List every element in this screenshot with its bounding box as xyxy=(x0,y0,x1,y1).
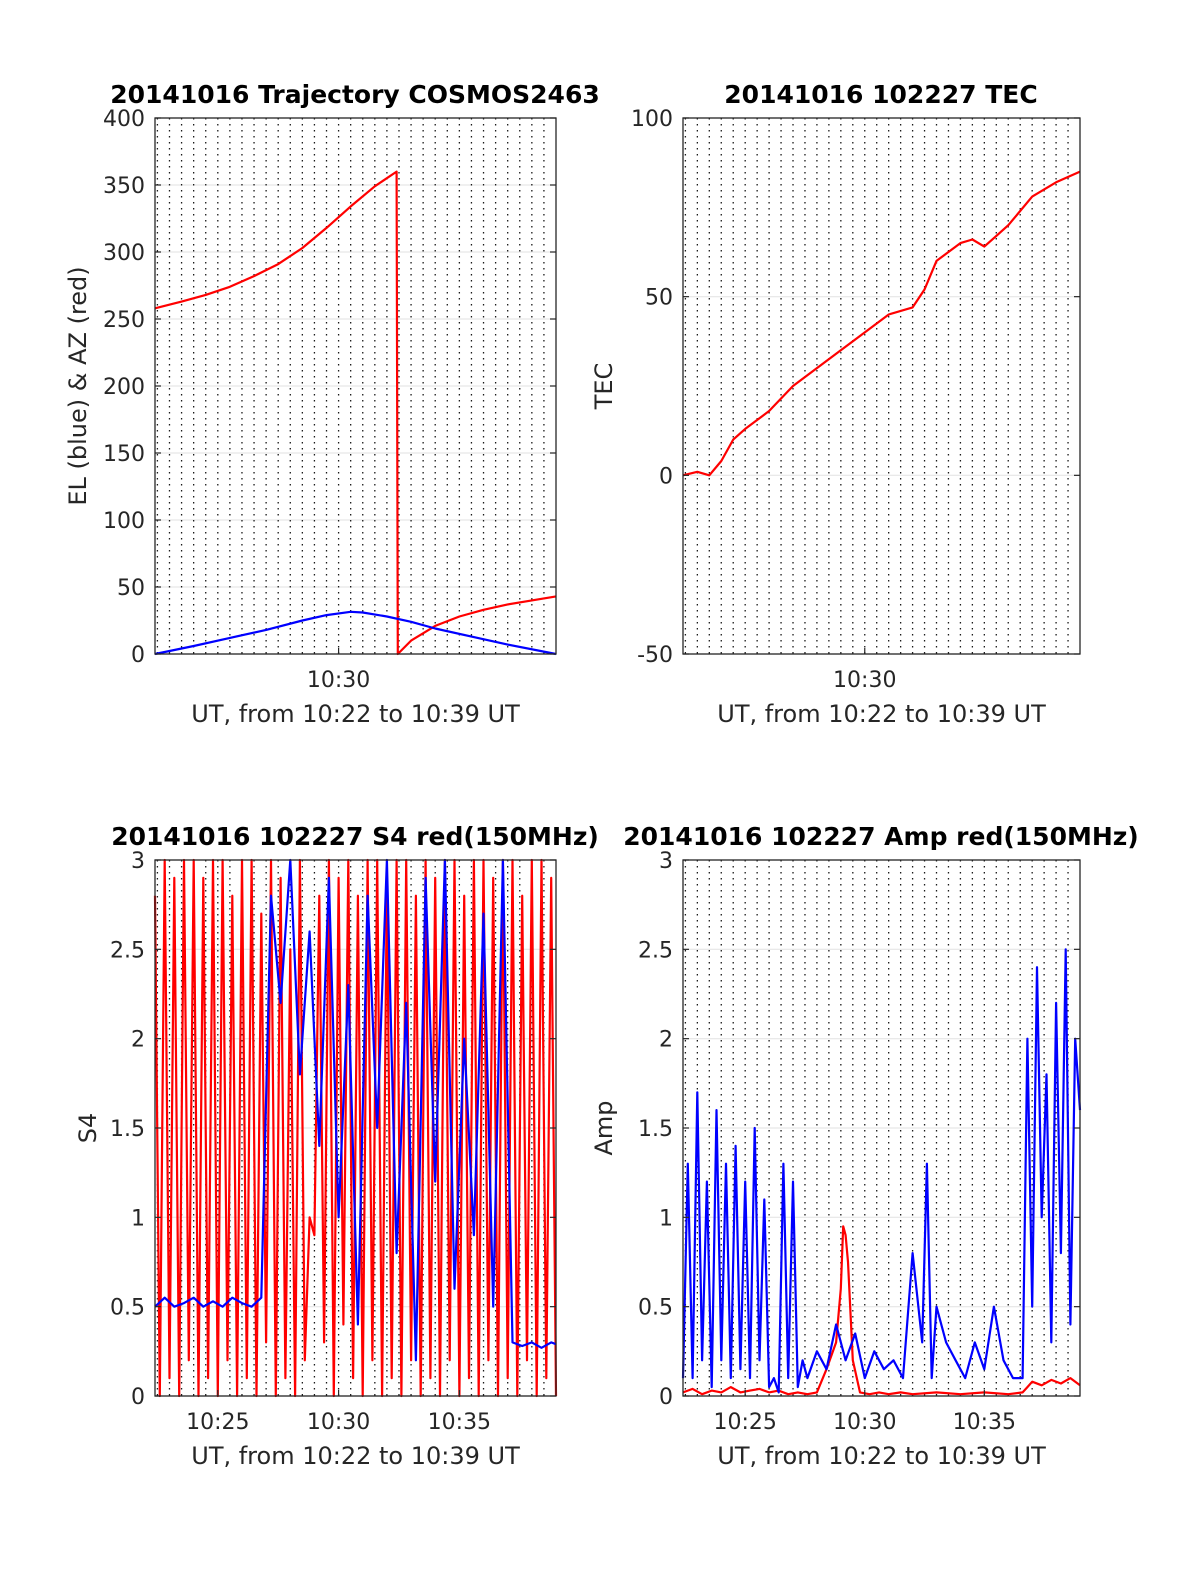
chart-0-ytick-label-2: 100 xyxy=(103,509,145,534)
chart-2-ylabel: S4 xyxy=(74,1113,102,1144)
chart-0-ytick-label-0: 0 xyxy=(131,643,145,668)
chart-1-ytick-label-1: 0 xyxy=(659,464,673,489)
chart-1-axes-box xyxy=(682,117,1081,655)
chart-2-ytick-label-6: 3 xyxy=(131,849,145,874)
chart-3-ylabel: Amp xyxy=(590,1100,618,1155)
chart-2-series-0-line xyxy=(153,858,558,1398)
chart-0-series-0-line xyxy=(154,170,557,656)
trajectory-chart: 0 50 100 150 200 250 300 350 400 10:30 20141016 Tr… xyxy=(64,80,600,728)
chart-3-ytick-label-1: 0.5 xyxy=(638,1296,673,1321)
chart-3-ytick-label-4: 2 xyxy=(659,1028,673,1053)
chart-2-ytick-label-5: 2.5 xyxy=(110,938,145,963)
chart-1-series-0-line xyxy=(682,170,1081,477)
chart-2-ytick-label-2: 1 xyxy=(131,1206,145,1231)
chart-0-ylabel: EL (blue) & AZ (red) xyxy=(64,266,92,505)
chart-3-ytick-label-5: 2.5 xyxy=(638,938,673,963)
chart-2-title: 20141016 102227 S4 red(150MHz) xyxy=(111,822,599,851)
chart-3-ytick-label-0: 0 xyxy=(659,1385,673,1410)
chart-0-ytick-label-1: 50 xyxy=(117,576,145,601)
chart-1-title: 20141016 102227 TEC xyxy=(724,80,1037,109)
chart-2-xlabel: UT, from 10:22 to 10:39 UT xyxy=(191,1442,520,1470)
chart-2-ytick-label-4: 2 xyxy=(131,1028,145,1053)
chart-2-ytick-label-3: 1.5 xyxy=(110,1117,145,1142)
chart-3-ytick-label-3: 1.5 xyxy=(638,1117,673,1142)
chart-3-ytick-label-2: 1 xyxy=(659,1206,673,1231)
chart-2-xtick-label-1: 10:30 xyxy=(307,1410,370,1435)
chart-3-xlabel: UT, from 10:22 to 10:39 UT xyxy=(717,1442,1046,1470)
chart-1-ylabel: TEC xyxy=(590,363,618,411)
chart-2-ytick-label-1: 0.5 xyxy=(110,1296,145,1321)
chart-0-xlabel: UT, from 10:22 to 10:39 UT xyxy=(191,700,520,728)
chart-1-ytick-label-3: 100 xyxy=(631,107,673,132)
chart-2-xtick-label-2: 10:35 xyxy=(428,1410,491,1435)
chart-1-xlabel: UT, from 10:22 to 10:39 UT xyxy=(717,700,1046,728)
chart-3-xtick-label-1: 10:30 xyxy=(833,1410,896,1435)
chart-3-ytick-label-6: 3 xyxy=(659,849,673,874)
chart-0-ytick-label-8: 400 xyxy=(103,107,145,132)
s4-chart: 0 0.5 1 1.5 2 2.5 3 10:25 10:30 10:35 20141016 102… xyxy=(74,822,599,1470)
chart-0-ytick-label-3: 150 xyxy=(103,442,145,467)
chart-0-series-1-line xyxy=(154,610,557,656)
chart-0-ytick-label-6: 300 xyxy=(103,241,145,266)
chart-3-title: 20141016 102227 Amp red(150MHz) xyxy=(623,822,1139,851)
chart-3-xtick-label-0: 10:25 xyxy=(713,1410,776,1435)
chart-0-ytick-label-4: 200 xyxy=(103,375,145,400)
amp-chart: 0 0.5 1 1.5 2 2.5 3 10:25 10:30 10:35 20141016 102… xyxy=(590,822,1139,1470)
tec-chart: -50 0 50 100 10:30 20141016 102227 TEC UT, fro… xyxy=(590,80,1081,728)
chart-2-series-1-line xyxy=(154,858,557,1362)
chart-1-ytick-label-0: -50 xyxy=(637,643,673,668)
chart-0-xtick-label-0: 10:30 xyxy=(307,668,370,693)
chart-1-ytick-label-2: 50 xyxy=(645,286,673,311)
chart-0-title: 20141016 Trajectory COSMOS2463 xyxy=(110,80,600,109)
chart-0-ytick-label-7: 350 xyxy=(103,174,145,199)
chart-2-xtick-label-0: 10:25 xyxy=(186,1410,249,1435)
chart-3-xtick-label-2: 10:35 xyxy=(953,1410,1016,1435)
chart-1-xtick-label-0: 10:30 xyxy=(833,668,896,693)
chart-3-series-1-line xyxy=(681,948,1082,1394)
chart-2-ytick-label-0: 0 xyxy=(131,1385,145,1410)
chart-0-ytick-label-5: 250 xyxy=(103,308,145,333)
